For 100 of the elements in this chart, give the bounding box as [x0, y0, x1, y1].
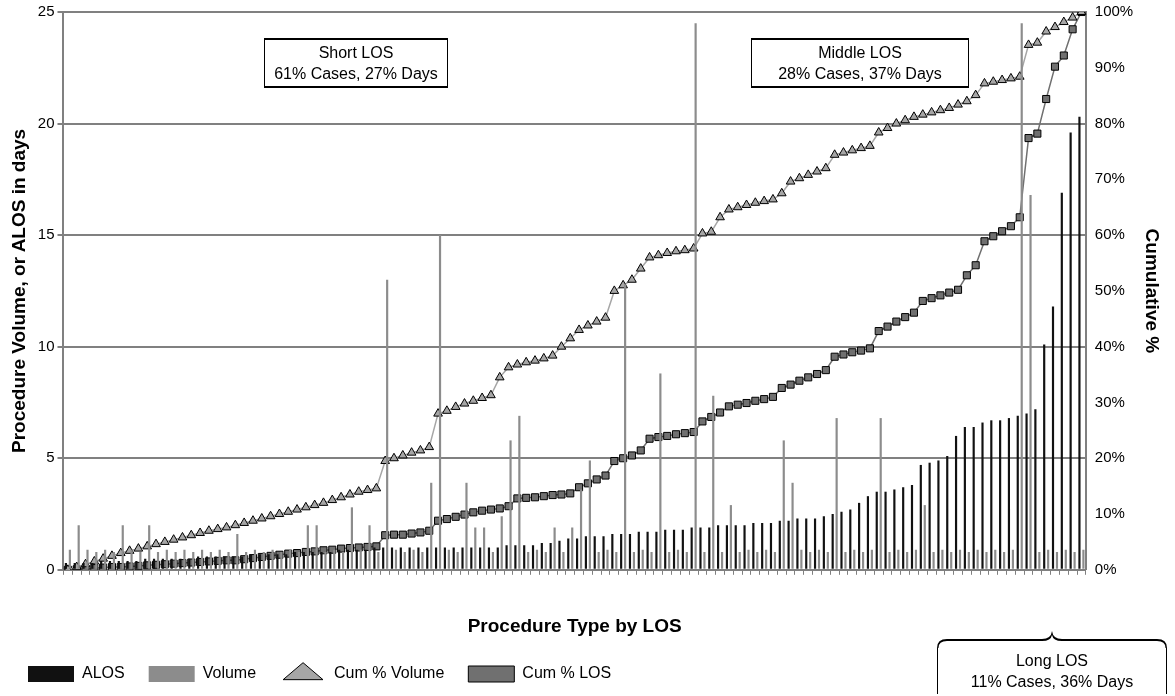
bar	[946, 456, 949, 569]
legend-label: Volume	[202, 664, 257, 682]
bar	[611, 534, 614, 569]
bar	[849, 509, 852, 569]
bar	[637, 531, 640, 569]
bar	[1051, 306, 1055, 569]
bar	[531, 545, 535, 569]
bar	[941, 549, 944, 569]
bar	[447, 549, 450, 569]
bar	[994, 549, 997, 569]
y-axis-title: Procedure Volume, or ALOS in days	[7, 128, 29, 453]
bar	[1064, 549, 1067, 569]
bar	[831, 514, 834, 569]
bar	[632, 551, 636, 569]
bar	[456, 551, 459, 569]
y-tick-label: 0	[46, 559, 55, 577]
y2-tick-label: 10%	[1094, 504, 1125, 522]
bar	[527, 551, 530, 569]
bar	[641, 549, 644, 569]
text: Long LOS 11% Cases, 36% Days	[937, 648, 1167, 694]
bar	[844, 551, 847, 569]
bar	[817, 549, 821, 569]
bar	[717, 525, 720, 569]
bar	[796, 518, 799, 569]
bar	[593, 536, 596, 569]
bar	[778, 520, 781, 569]
bar	[562, 551, 565, 569]
bar	[699, 527, 702, 569]
bar	[676, 549, 680, 569]
bar	[720, 551, 724, 569]
y2-axis-title: Cumulative %	[1142, 228, 1164, 354]
y2-tick-label: 0%	[1094, 559, 1117, 577]
bar	[650, 551, 653, 569]
y-tick-label: 20	[37, 113, 55, 131]
bar	[923, 505, 926, 569]
bar	[500, 516, 503, 569]
y2-tick-label: 80%	[1094, 113, 1125, 131]
legend-label: Cum % Volume	[334, 664, 445, 682]
bar	[1047, 549, 1050, 569]
bar	[703, 551, 706, 569]
bar	[382, 547, 385, 569]
bar	[853, 549, 856, 569]
bar	[584, 536, 587, 569]
bar	[664, 529, 667, 569]
y-tick-label: 25	[37, 2, 55, 20]
bar	[470, 547, 473, 569]
annotation: Short LOS 61% Cases, 27% Days	[264, 38, 448, 88]
bar	[791, 482, 794, 569]
bar	[875, 491, 878, 569]
y-tick-label: 5	[46, 448, 55, 466]
bar	[914, 549, 918, 569]
y2-tick-label: 30%	[1094, 392, 1125, 410]
bar	[1043, 344, 1046, 569]
bar	[426, 547, 429, 569]
bar	[483, 527, 486, 569]
x-axis-title: Procedure Type by LOS	[467, 614, 682, 636]
bar	[888, 551, 891, 569]
bar	[514, 545, 517, 569]
bar	[443, 547, 446, 569]
bar	[734, 525, 737, 569]
bar	[963, 427, 966, 569]
bar	[1073, 551, 1076, 569]
bar	[1025, 413, 1028, 569]
bar	[1034, 409, 1037, 569]
bar	[549, 543, 552, 569]
bar	[1060, 192, 1063, 569]
bar	[553, 527, 556, 569]
y2-tick-label: 20%	[1094, 448, 1125, 466]
bar	[937, 460, 940, 569]
bar	[1055, 551, 1059, 569]
bar	[1078, 116, 1081, 569]
bar	[910, 485, 914, 569]
bar	[870, 549, 873, 569]
bar	[809, 551, 812, 569]
bar	[773, 551, 777, 569]
bar	[840, 511, 843, 569]
bar	[417, 547, 420, 569]
bar	[403, 551, 406, 569]
bar	[505, 545, 508, 569]
bar	[408, 547, 411, 569]
bar	[544, 551, 547, 569]
bar	[575, 538, 579, 569]
bar	[906, 551, 909, 569]
bar	[655, 531, 658, 569]
bar	[558, 540, 561, 569]
bar	[567, 538, 570, 569]
bar	[932, 551, 935, 569]
bar	[461, 547, 464, 569]
bar	[681, 529, 684, 569]
bar	[954, 435, 958, 569]
bar	[967, 551, 970, 569]
bar	[685, 551, 688, 569]
bar	[1011, 549, 1014, 569]
bar	[958, 549, 962, 569]
bar	[421, 551, 424, 569]
bar	[496, 547, 499, 569]
bar	[487, 547, 491, 569]
y2-tick-label: 60%	[1094, 225, 1125, 243]
bar	[491, 551, 495, 569]
legend-label: Cum % LOS	[522, 664, 612, 682]
